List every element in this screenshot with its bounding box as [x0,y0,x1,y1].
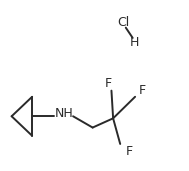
Text: Cl: Cl [117,16,129,29]
Text: H: H [130,36,139,49]
Text: F: F [125,145,132,158]
Text: NH: NH [54,107,73,120]
Text: F: F [138,84,146,97]
Text: F: F [105,77,112,90]
